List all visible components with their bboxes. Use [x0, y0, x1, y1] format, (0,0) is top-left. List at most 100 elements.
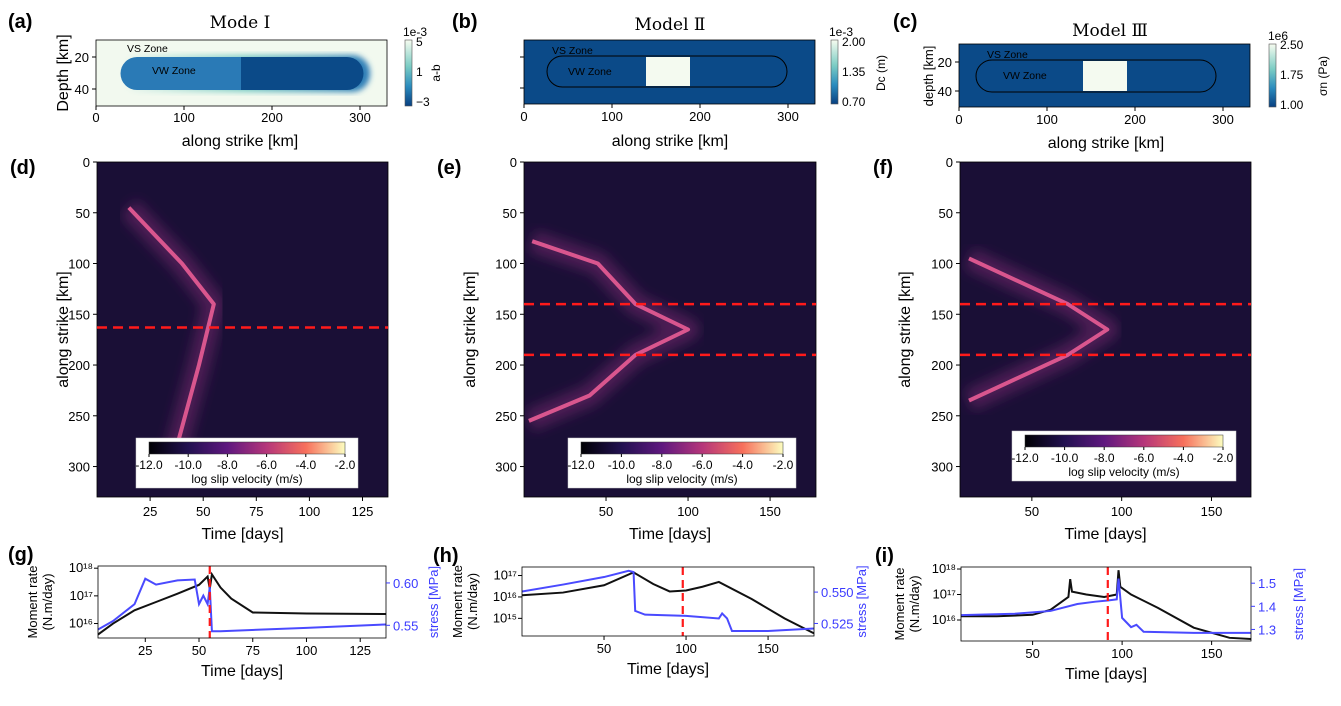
x-tick-c-2: 200 [1124, 112, 1146, 127]
cbar-tick-d-2: -8.0 [217, 458, 238, 472]
vw-zone-label-c: VW Zone [1003, 70, 1047, 82]
cbar-exp-b: 1e-3 [829, 25, 853, 39]
vw-zone-left-a [120, 57, 241, 90]
x-tick-f-0: 50 [1025, 504, 1039, 519]
cbar-tick-b-2: 0.70 [842, 95, 866, 109]
cbar-tick-f-2: -8.0 [1094, 451, 1115, 465]
panel-letter-h: (h) [433, 545, 459, 567]
panel-i: 50 100 150 10¹⁸ 10¹⁷ 10¹⁶ 1.5 1.4 1.3 Time [days]… [875, 545, 1306, 683]
x-tick-e-1: 100 [677, 504, 699, 519]
patch-b [646, 57, 690, 86]
cbar-tick-a-2: −3 [416, 95, 430, 109]
cbar-tick-f-1: -10.0 [1051, 451, 1079, 465]
yR-label-g: stress [MPa] [426, 566, 441, 638]
cbar-tick-a-0: 5 [416, 35, 423, 49]
colorbar-c [1268, 43, 1277, 108]
colorbar-e: -12.0 -10.0 -8.0 -6.0 -4.0 -2.0 log slip veloc… [567, 437, 797, 489]
x-tick-d-4: 125 [352, 504, 374, 519]
yL-tick-g-2: 10¹⁶ [69, 616, 93, 631]
cbar-label-d: log slip velocity (m/s) [191, 472, 302, 486]
x-tick-f-2: 150 [1201, 504, 1223, 519]
y-tick-d-2: 100 [68, 257, 90, 272]
yR-tick-g-1: 0.55 [393, 618, 418, 633]
x-label-b: along strike [km] [612, 133, 728, 150]
panel-letter-g: (g) [8, 544, 34, 566]
y-tick-d-5: 250 [68, 409, 90, 424]
x-tick-a-3: 300 [349, 110, 371, 125]
y-label-f: along strike [km] [897, 271, 914, 387]
x-tick-f-1: 100 [1111, 504, 1133, 519]
panel-letter-a: (a) [8, 11, 32, 33]
y-ticks-c: 20 40 [938, 55, 959, 99]
yR-label-h: stress [MPa] [854, 565, 869, 637]
cbar-exp-a: 1e-3 [403, 25, 427, 39]
y-tick-f-3: 150 [931, 307, 953, 322]
heatmap-frame-f [959, 161, 1252, 498]
cbar-tick-d-1: -10.0 [175, 458, 203, 472]
yL-tick-g-1: 10¹⁷ [70, 588, 94, 603]
heatmap-row: 0 50 100 150 200 250 300 25 50 75 100 125 Time [days… [10, 155, 1252, 543]
y-tick-c-1: 40 [938, 84, 952, 99]
vs-zone-label-b: VS Zone [552, 45, 593, 57]
yL-tick-h-1: 10¹⁶ [493, 589, 517, 604]
stress-line-h [522, 569, 814, 632]
y-ticks-a: 20 40 [75, 50, 96, 97]
cbar-tick-f-0: -12.0 [1011, 451, 1039, 465]
x-tick-h-0: 50 [597, 641, 611, 656]
timeseries-row: 25 50 75 100 125 10¹⁸ 10¹⁷ 10¹⁶ 0.60 0.55 Time [da… [8, 544, 1306, 683]
cbar-label-a: a-b [429, 64, 443, 82]
cbar-tick-f-5: -2.0 [1213, 451, 1234, 465]
y-tick-d-0: 0 [83, 155, 90, 170]
colorbar-d: -12.0 -10.0 -8.0 -6.0 -4.0 -2.0 log slip veloc… [135, 437, 359, 489]
yL-label-g-0: Moment rate [25, 566, 40, 639]
heatmap-frame-e [523, 161, 817, 498]
x-tick-c-3: 300 [1212, 112, 1234, 127]
y-tick-f-1: 50 [939, 206, 953, 221]
cbar-tick-d-4: -4.0 [295, 458, 316, 472]
vw-zone-outline-c [975, 59, 1217, 93]
cbar-tick-e-2: -8.0 [651, 458, 672, 472]
yL-tick-i-0: 10¹⁸ [932, 561, 956, 576]
cbar-label-e: log slip velocity (m/s) [626, 472, 737, 486]
cbar-label-c: σn (Pa) [1316, 56, 1330, 96]
cbar-tick-d-5: -2.0 [335, 458, 356, 472]
x-ticks-b: 0 100 200 300 [520, 56, 799, 124]
x-label-f: Time [days] [1064, 526, 1146, 543]
x-tick-c-0: 0 [955, 112, 962, 127]
cbar-tick-d-0: -12.0 [135, 458, 163, 472]
y-tick-e-0: 0 [510, 155, 517, 170]
heatmap-frame-d [96, 161, 389, 498]
x-tick-c-1: 100 [1036, 112, 1058, 127]
panel-letter-e: (e) [437, 157, 461, 179]
rupture-layer-e [524, 230, 700, 432]
panel-letter-b: (b) [452, 11, 478, 33]
yL-tick-i-2: 10¹⁶ [932, 612, 956, 627]
cbar-tick-e-1: -10.0 [608, 458, 636, 472]
x-label-d: Time [days] [201, 526, 283, 543]
panel-letter-f: (f) [873, 157, 893, 179]
cbar-tick-e-5: -2.0 [773, 458, 794, 472]
yL-tick-h-2: 10¹⁵ [493, 610, 517, 625]
panel-letter-d: (d) [10, 157, 36, 179]
moment-rate-line-i [961, 570, 1251, 640]
cbar-tick-f-3: -6.0 [1133, 451, 1154, 465]
rupture-layer-d [120, 200, 225, 470]
x-tick-g-1: 50 [192, 643, 206, 658]
rupture-front-d [127, 206, 216, 468]
x-tick-h-1: 100 [675, 641, 697, 656]
cbar-tick-e-0: -12.0 [567, 458, 595, 472]
colorbar-ramp-e [580, 441, 784, 455]
yL-label-h-0: Moment rate [450, 565, 465, 638]
y-tick-f-0: 0 [946, 155, 953, 170]
colorbar-b [830, 39, 839, 105]
y-tick-a-1: 40 [75, 82, 89, 97]
vw-zone-right-a [241, 57, 364, 90]
cbar-tick-e-4: -4.0 [732, 458, 753, 472]
x-tick-d-3: 100 [299, 504, 321, 519]
cbar-tick-b-1: 1.35 [842, 65, 866, 79]
y-label-e: along strike [km] [462, 271, 479, 387]
cbar-tick-d-3: -6.0 [256, 458, 277, 472]
yR-label-i: stress [MPa] [1291, 568, 1306, 640]
cbar-tick-f-4: -4.0 [1173, 451, 1194, 465]
yL-label-i-0: Moment rate [892, 568, 907, 641]
